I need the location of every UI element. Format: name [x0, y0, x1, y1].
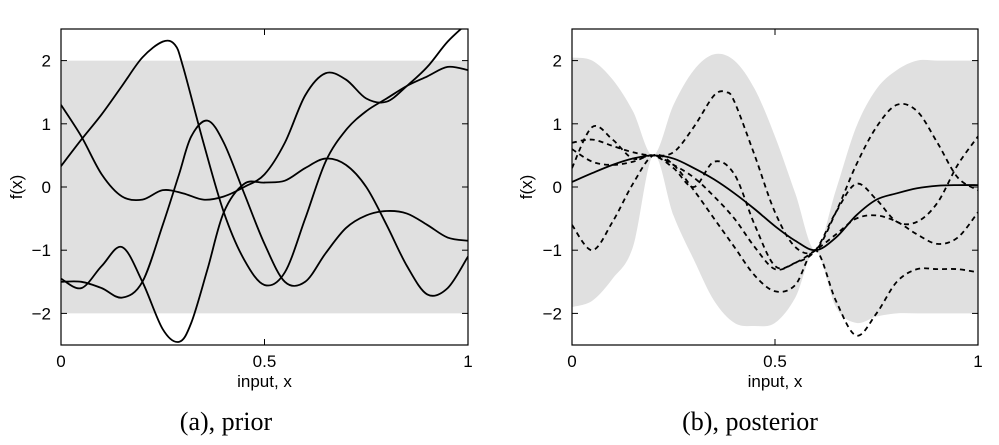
- x-axis-label: input, x: [748, 372, 803, 391]
- y-tick-label: −1: [543, 241, 562, 260]
- y-tick-label: 1: [553, 115, 562, 134]
- x-tick-label: 0.5: [763, 352, 787, 371]
- solid-line-1: [61, 29, 463, 202]
- plot-area: [61, 29, 468, 343]
- confidence-band: [61, 60, 468, 314]
- panel-caption: (b), posterior: [682, 407, 818, 436]
- y-axis-label: f(x): [7, 175, 26, 200]
- dashed-sample-line-4: [572, 148, 978, 271]
- solid-line-2: [61, 119, 468, 299]
- x-tick-label: 1: [973, 352, 982, 371]
- y-tick-label: −1: [32, 241, 51, 260]
- plot-area: [572, 53, 978, 337]
- y-tick-label: −2: [32, 304, 51, 323]
- y-tick-label: 0: [553, 178, 562, 197]
- y-tick-label: −2: [543, 304, 562, 323]
- y-tick-label: 0: [42, 178, 51, 197]
- y-tick-label: 2: [553, 52, 562, 71]
- dashed-sample-line-1: [572, 90, 978, 255]
- solid-line-3: [61, 157, 468, 343]
- solid-line-0: [572, 154, 978, 252]
- y-tick-label: 1: [42, 115, 51, 134]
- x-tick-label: 1: [463, 352, 472, 371]
- prior-panel: 0 0.5 1 2 1 0 −1 −2 input, x f(x) (a), prior: [7, 28, 473, 436]
- panel-caption: (a), prior: [180, 407, 273, 436]
- solid-line-0: [61, 39, 468, 287]
- x-tick-label: 0: [56, 352, 65, 371]
- y-tick-label: 2: [42, 52, 51, 71]
- posterior-panel: 0 0.5 1 2 1 0 −1 −2 input, x f(x) (b), posterior: [517, 28, 983, 436]
- confidence-band: [572, 53, 978, 327]
- y-axis-label: f(x): [517, 175, 536, 200]
- x-tick-label: 0.5: [253, 352, 277, 371]
- dashed-sample-line-2: [572, 153, 978, 337]
- x-tick-label: 0: [567, 352, 576, 371]
- x-axis-label: input, x: [237, 372, 292, 391]
